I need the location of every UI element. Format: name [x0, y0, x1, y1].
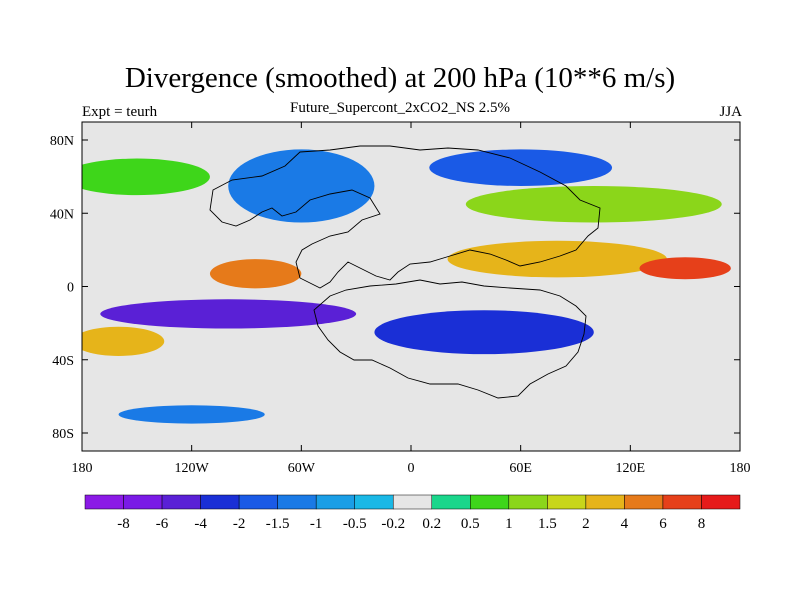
y-tick-label: 40S — [52, 354, 74, 369]
colorbar-swatch — [84, 494, 124, 510]
colorbar-swatch — [392, 494, 433, 510]
colorbar-label: 0.5 — [461, 516, 480, 532]
y-tick-label: 80S — [52, 427, 74, 442]
field-region-3 — [465, 185, 722, 223]
y-tick-label: 40N — [50, 207, 74, 222]
field-region-9 — [82, 326, 165, 356]
colorbar-swatch — [431, 494, 471, 510]
x-tick-label: 60W — [288, 461, 316, 476]
colorbar-swatch — [662, 494, 702, 510]
x-tick-label: 120E — [616, 461, 646, 476]
x-tick-label: 60E — [509, 461, 532, 476]
colorbar-swatch — [470, 494, 510, 510]
season-label: JJA — [719, 104, 742, 120]
chart-subtitle: Future_Supercont_2xCO2_NS 2.5% — [290, 100, 510, 116]
colorbar-label: 8 — [698, 516, 706, 532]
colorbar-swatch — [701, 494, 741, 510]
colorbar-label: -1.5 — [266, 516, 290, 532]
field-region-7 — [100, 299, 357, 329]
field-region-10 — [118, 405, 265, 424]
colorbar-label: 4 — [621, 516, 629, 532]
field-region-8 — [374, 310, 594, 355]
colorbar-label: -2 — [233, 516, 246, 532]
colorbar-label: 6 — [659, 516, 667, 532]
x-tick-label: 180 — [730, 461, 751, 476]
colorbar-swatch — [200, 494, 240, 510]
experiment-label: Expt = teurh — [82, 104, 158, 120]
field-region-1 — [228, 149, 375, 223]
colorbar-swatch — [624, 494, 664, 510]
field-region-4 — [209, 259, 302, 289]
colorbar-label: -4 — [194, 516, 207, 532]
field-region-0 — [82, 158, 210, 196]
chart-title: Divergence (smoothed) at 200 hPa (10**6 … — [124, 62, 676, 94]
colorbar-swatch — [238, 494, 278, 510]
colorbar-label: -0.5 — [343, 516, 367, 532]
field-region-6 — [639, 257, 731, 280]
colorbar-label: 1.5 — [538, 516, 557, 532]
colorbar-label: 0.2 — [422, 516, 441, 532]
field-region-5 — [447, 240, 667, 278]
continent-outline-north — [209, 145, 601, 289]
colorbar-label: -1 — [310, 516, 323, 532]
colorbar-label: -6 — [156, 516, 169, 532]
colorbar-swatch — [354, 494, 394, 510]
colorbar-swatch — [585, 494, 625, 510]
colorbar-label: 2 — [582, 516, 590, 532]
colorbar-label: 1 — [505, 516, 513, 532]
colorbar-swatch — [277, 494, 317, 510]
colorbar-swatch — [547, 494, 587, 510]
colorbar-swatch — [161, 494, 201, 510]
y-tick-label: 0 — [67, 281, 74, 296]
colorbar-label: -8 — [117, 516, 130, 532]
field-region-2 — [429, 149, 613, 186]
x-tick-label: 0 — [408, 461, 415, 476]
colorbar-swatch — [123, 494, 163, 510]
y-tick-label: 80N — [50, 134, 74, 149]
colorbar-swatch — [508, 494, 548, 510]
colorbar-label: -0.2 — [381, 516, 405, 532]
x-tick-label: 180 — [72, 461, 93, 476]
continent-outline-south — [313, 279, 587, 399]
colorbar-swatch — [315, 494, 355, 510]
x-tick-label: 120W — [175, 461, 210, 476]
